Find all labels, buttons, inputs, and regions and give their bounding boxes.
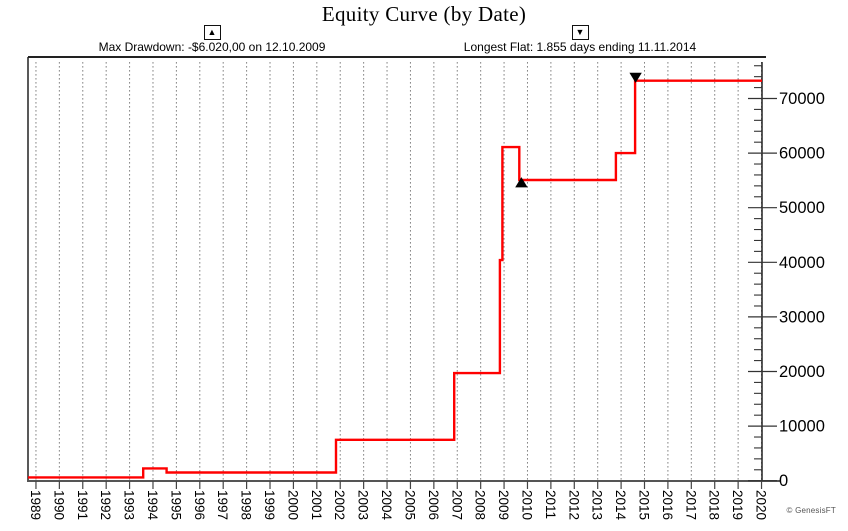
y-tick-label: 70000 [779,90,825,108]
x-tick-label: 2006 [426,490,441,520]
x-tick-label: 2014 [613,490,628,521]
equity-line [28,79,762,479]
x-tick-label: 1998 [239,490,254,520]
y-tick-label: 10000 [779,418,825,436]
x-tick-label: 1996 [192,490,207,520]
y-tick-label: 50000 [779,199,825,217]
x-tick-label: 2005 [402,490,417,520]
longest-flat-key-box: ▼ [571,25,589,40]
x-tick-label: 1992 [98,490,113,520]
max-drawdown-key-box: ▲ [203,25,221,40]
x-tick-label: 1999 [262,490,277,520]
x-tick-label: 2001 [309,490,324,520]
x-tick-label: 1989 [28,490,43,520]
y-tick-label: 60000 [779,145,825,163]
x-tick-label: 2019 [730,490,745,520]
x-tick-label: 1993 [122,490,137,520]
x-tick-label: 2004 [379,490,394,521]
x-tick-label: 2017 [683,490,698,520]
longest-flat-marker [629,72,642,83]
x-tick-label: 2020 [754,490,769,520]
x-tick-label: 2000 [285,490,300,520]
equity-curve-plot: 1989 1990 1991 1992 1993 1994 1995 1996 1997 1998… [27,56,825,521]
longest-flat-label: Longest Flat: 1.855 days ending 11.11.20… [463,40,697,54]
chart-title: Equity Curve (by Date) [321,2,527,26]
y-tick-label: 20000 [779,363,825,381]
x-tick-label: 2016 [660,490,675,520]
y-tick-label: 0 [779,472,788,490]
x-tick-label: 2013 [590,490,605,520]
x-tick-label: 1997 [215,490,230,520]
x-tick-label: 2003 [356,490,371,520]
x-tick-label: 2012 [566,490,581,520]
x-tick-label: 2018 [707,490,722,520]
x-tick-label: 2010 [519,490,534,520]
max-drawdown-annotation: ▲ Max Drawdown: -$6.020,00 on 12.10.2009 [62,25,362,54]
longest-flat-annotation: ▼ Longest Flat: 1.855 days ending 11.11.… [430,25,730,54]
y-tick-label: 40000 [779,254,825,272]
x-tick-label: 2008 [473,490,488,520]
x-tick-label: 1994 [145,490,160,521]
x-tick-label: 2015 [637,490,652,520]
up-triangle-icon: ▲ [207,27,217,37]
max-drawdown-marker [515,177,528,188]
down-triangle-icon: ▼ [575,27,585,37]
x-tick-label: 1995 [168,490,183,520]
x-tick-label: 2011 [543,490,558,519]
watermark: © GenesisFT [786,506,836,515]
x-tick-label: 2007 [449,490,464,520]
max-drawdown-label: Max Drawdown: -$6.020,00 on 12.10.2009 [98,40,326,54]
y-tick-label: 30000 [779,308,825,326]
x-tick-label: 2002 [332,490,347,520]
x-tick-label: 1990 [51,490,66,520]
x-tick-label: 2009 [496,490,511,520]
x-tick-label: 1991 [75,490,90,520]
